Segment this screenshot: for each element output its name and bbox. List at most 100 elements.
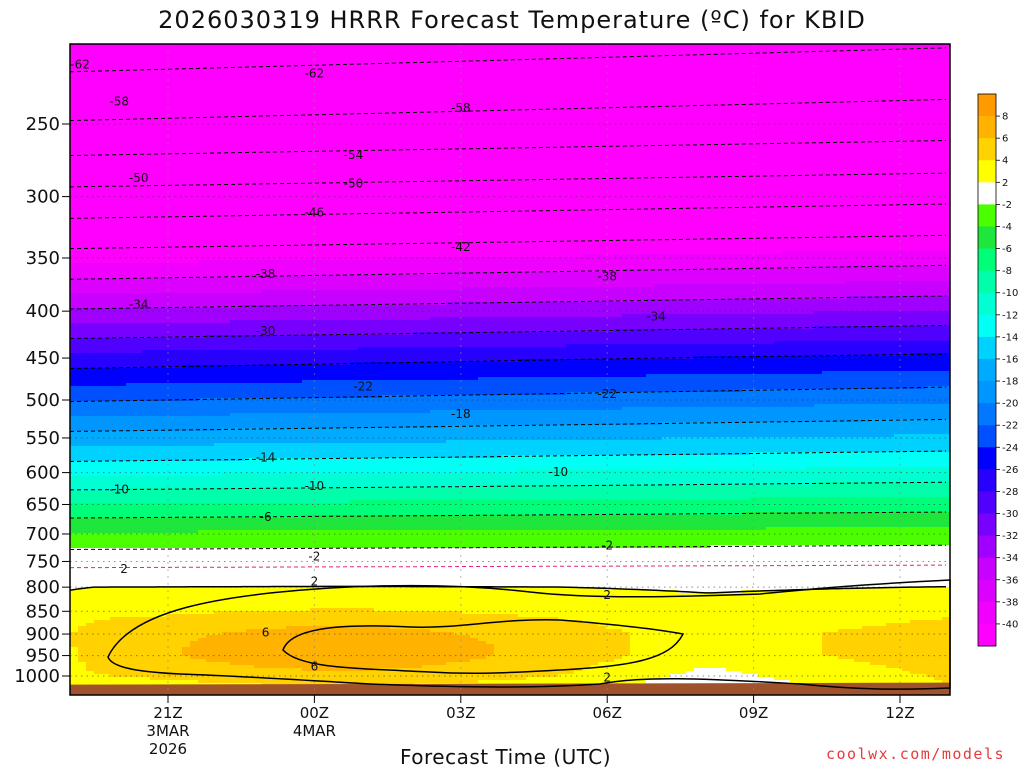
y-tick-label: 350: [26, 248, 60, 269]
y-tick-label: 600: [26, 463, 60, 484]
colorbar-swatch: [978, 491, 996, 514]
colorbar-swatch: [978, 403, 996, 426]
contour-label: 2: [311, 575, 319, 589]
colorbar-swatch: [978, 182, 996, 205]
colorbar-swatch: [978, 536, 996, 559]
colorbar-swatch: [978, 580, 996, 603]
colorbar-tick-label: -8: [1002, 266, 1012, 277]
y-tick-label: 750: [26, 551, 60, 572]
colorbar-tick-label: -26: [1002, 465, 1018, 476]
colorbar-swatch: [978, 204, 996, 227]
colorbar-tick-label: -20: [1002, 399, 1018, 410]
x-tick-label: 06Z: [593, 704, 622, 722]
colorbar-swatch: [978, 337, 996, 360]
contour-label: -6: [260, 510, 272, 524]
y-tick-label: 800: [26, 577, 60, 598]
colorbar-swatch: [978, 558, 996, 581]
colorbar-swatch: [978, 226, 996, 249]
y-tick-label: 650: [26, 494, 60, 515]
colorbar-tick-label: -24: [1002, 443, 1018, 454]
y-tick-label: 900: [26, 624, 60, 645]
plot-area: [70, 44, 951, 696]
colorbar-swatch: [978, 381, 996, 404]
contour-label: -50: [344, 177, 364, 191]
contour-label: -18: [451, 407, 471, 421]
y-tick-label: 250: [26, 114, 60, 135]
contour-label: -38: [597, 269, 617, 283]
y-tick-label: 550: [26, 428, 60, 449]
contour-label: -58: [451, 101, 471, 115]
contour-label: -14: [256, 451, 276, 465]
x-tick-sublabel: 4MAR: [293, 722, 336, 740]
colorbar-tick-label: -18: [1002, 377, 1018, 388]
colorbar-swatch: [978, 249, 996, 272]
colorbar-swatch: [978, 469, 996, 492]
x-tick-label: 21Z: [153, 704, 182, 722]
colorbar-swatch: [978, 447, 996, 470]
contour-label: -22: [353, 380, 373, 394]
colorbar-swatch: [978, 514, 996, 537]
contour-label: -2: [308, 550, 320, 564]
contour-label: -42: [451, 240, 471, 254]
x-axis-label: Forecast Time (UTC): [400, 745, 611, 769]
colorbar-swatch: [978, 138, 996, 161]
colorbar-swatch: [978, 94, 996, 117]
contour-label: -38: [256, 267, 276, 281]
colorbar-swatch: [978, 425, 996, 448]
contour-label: 2: [603, 671, 611, 685]
colorbar-tick-label: -14: [1002, 332, 1018, 343]
x-tick-label: 00Z: [300, 704, 329, 722]
contour-label: -10: [305, 479, 325, 493]
y-axis: 2503003504004505005506006507007508008509…: [14, 114, 70, 687]
x-tick-sublabel: 3MAR: [146, 722, 189, 740]
colorbar-tick-label: -12: [1002, 310, 1018, 321]
contour-label: -58: [109, 95, 129, 109]
y-tick-label: 400: [26, 301, 60, 322]
contour-label: -62: [305, 67, 325, 81]
contour-label: 6: [311, 659, 319, 673]
colorbar-tick-label: -2: [1002, 200, 1012, 211]
colorbar-tick-label: 8: [1002, 112, 1008, 123]
colorbar-tick-label: -22: [1002, 421, 1018, 432]
colorbar-swatch: [978, 160, 996, 183]
colorbar-tick-label: -6: [1002, 244, 1012, 255]
contour-label: 6: [262, 625, 270, 639]
colorbar-tick-label: 4: [1002, 156, 1008, 167]
x-tick-label: 12Z: [885, 704, 914, 722]
credit-text[interactable]: coolwx.com/models: [826, 745, 1005, 763]
contour-label: -22: [597, 387, 617, 401]
contour-label: 2: [120, 562, 128, 576]
colorbar-tick-label: 2: [1002, 178, 1008, 189]
x-tick-label: 09Z: [739, 704, 768, 722]
contour-label: -10: [549, 465, 569, 479]
colorbar-swatch: [978, 116, 996, 139]
colorbar-tick-label: -34: [1002, 553, 1018, 564]
y-tick-label: 1000: [14, 666, 60, 687]
x-tick-sublabel: 2026: [149, 740, 187, 758]
colorbar-swatch: [978, 293, 996, 316]
colorbar-tick-label: 6: [1002, 134, 1008, 145]
ground-strip: [70, 683, 950, 695]
colorbar-tick-label: -30: [1002, 509, 1018, 520]
colorbar-tick-label: -28: [1002, 487, 1018, 498]
y-tick-label: 850: [26, 601, 60, 622]
contour-label: -10: [109, 482, 129, 496]
colorbar-tick-label: -36: [1002, 575, 1018, 586]
contour-label: -2: [601, 539, 613, 553]
contour-label: -50: [129, 171, 149, 185]
y-tick-label: 450: [26, 348, 60, 369]
contour-label: -54: [344, 148, 364, 162]
colorbar-tick-label: -38: [1002, 597, 1018, 608]
colorbar-tick-label: -40: [1002, 619, 1018, 630]
contour-label: -62: [70, 57, 90, 71]
contour-label: -46: [305, 206, 325, 220]
colorbar-tick-label: -16: [1002, 354, 1018, 365]
y-tick-label: 950: [26, 646, 60, 667]
x-tick-label: 03Z: [446, 704, 475, 722]
colorbar-swatch: [978, 271, 996, 294]
colorbar-tick-label: -32: [1002, 531, 1018, 542]
contour-label: 2: [603, 588, 611, 602]
y-tick-label: 500: [26, 390, 60, 411]
colorbar-swatch: [978, 602, 996, 625]
